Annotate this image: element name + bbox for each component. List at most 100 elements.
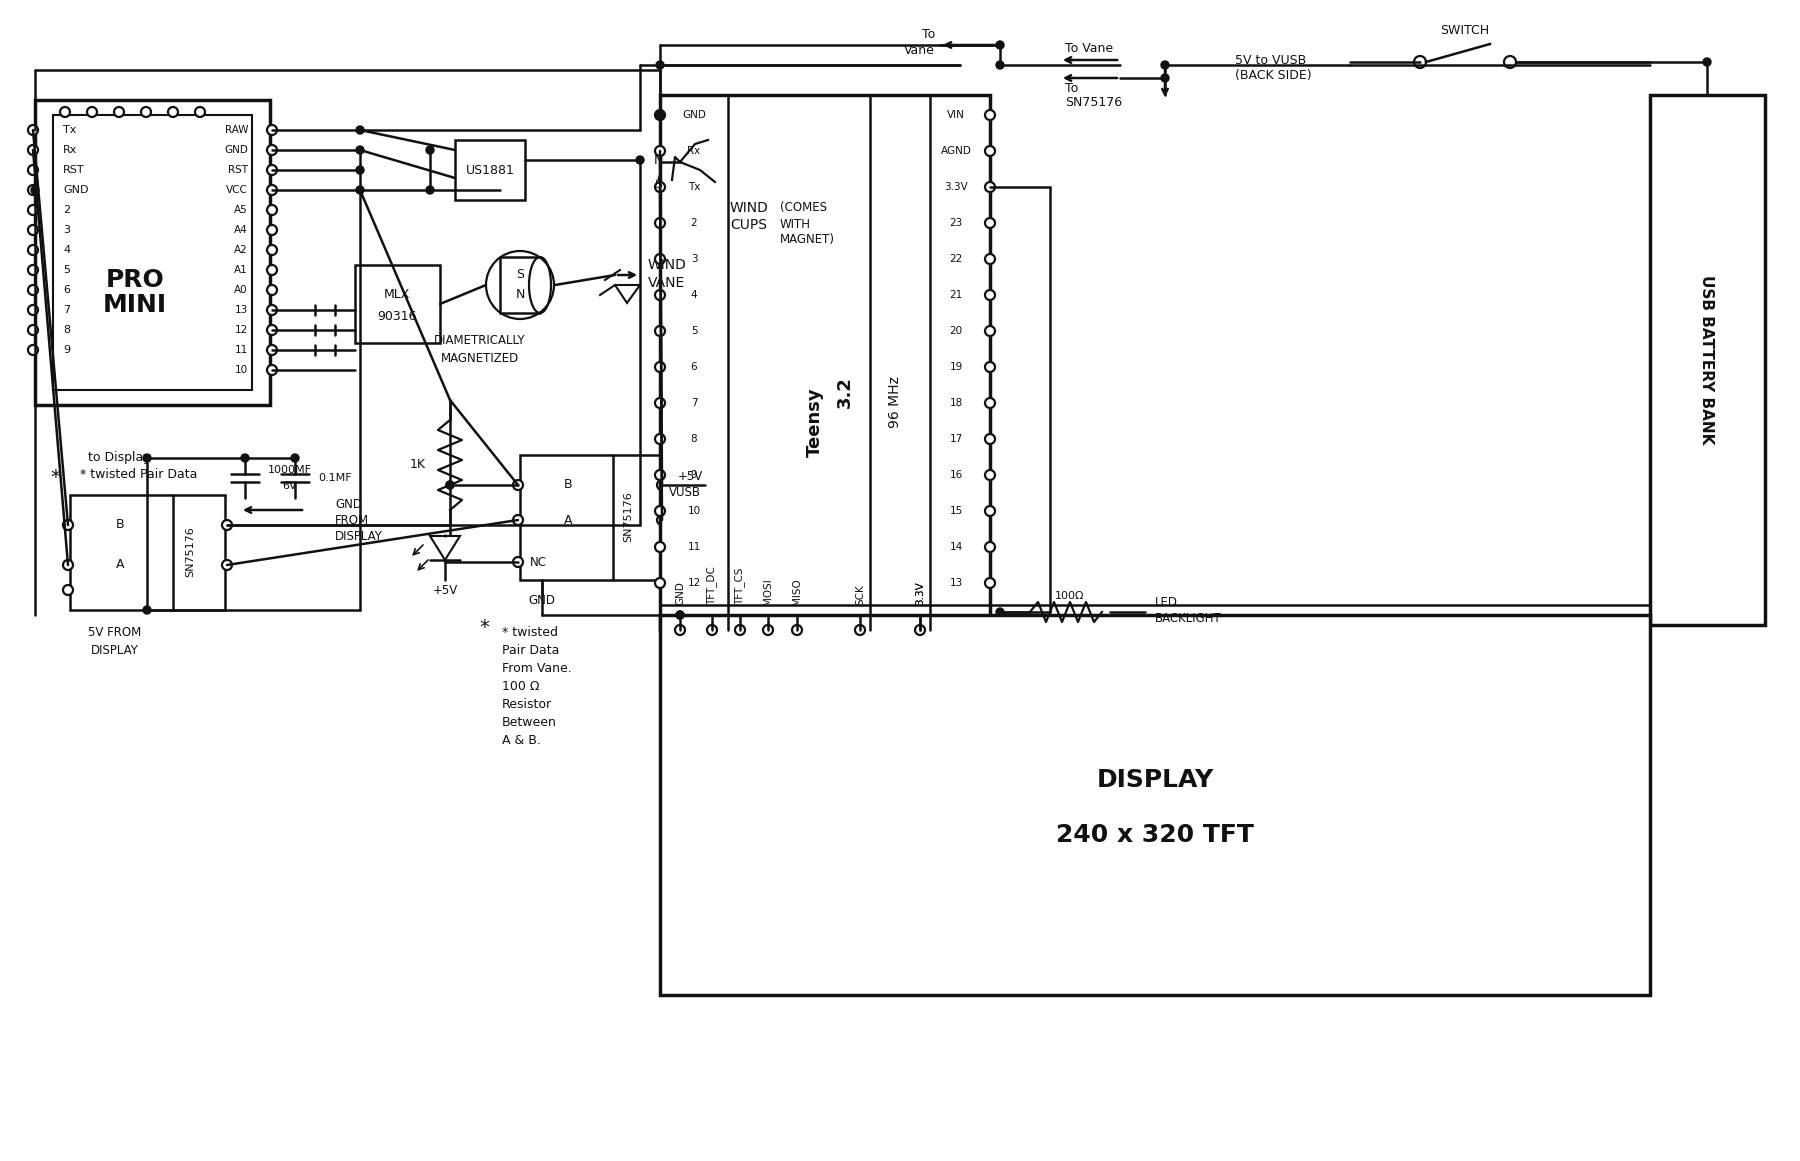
- Circle shape: [241, 454, 248, 462]
- Text: 4: 4: [691, 290, 697, 300]
- Circle shape: [1703, 58, 1712, 66]
- Text: CUPS: CUPS: [731, 218, 767, 232]
- Text: To: To: [1066, 81, 1078, 94]
- Circle shape: [266, 185, 277, 195]
- Text: 0.1MF: 0.1MF: [319, 473, 351, 483]
- Text: A5: A5: [234, 205, 248, 215]
- Circle shape: [29, 345, 38, 355]
- Text: Pair Data: Pair Data: [502, 643, 560, 656]
- Circle shape: [194, 107, 205, 117]
- Text: S: S: [517, 268, 524, 281]
- Text: TFT_DC: TFT_DC: [707, 567, 718, 605]
- Circle shape: [855, 625, 866, 635]
- Text: 2: 2: [691, 218, 697, 228]
- Text: RST: RST: [229, 165, 248, 175]
- Text: A0: A0: [234, 284, 248, 295]
- Circle shape: [266, 284, 277, 295]
- Circle shape: [677, 611, 684, 619]
- Text: GND: GND: [225, 145, 248, 156]
- Circle shape: [805, 625, 814, 635]
- Circle shape: [446, 481, 454, 489]
- Text: A4: A4: [234, 225, 248, 235]
- Text: 12: 12: [234, 325, 248, 336]
- Text: MAGNETIZED: MAGNETIZED: [441, 352, 518, 365]
- Circle shape: [29, 245, 38, 255]
- Text: 11: 11: [688, 542, 700, 551]
- Text: 13: 13: [949, 578, 963, 587]
- Circle shape: [684, 625, 695, 635]
- Text: 5V FROM: 5V FROM: [88, 626, 142, 639]
- Circle shape: [985, 578, 995, 587]
- Text: GND: GND: [63, 185, 88, 195]
- Circle shape: [655, 434, 664, 444]
- Text: 23: 23: [949, 218, 963, 228]
- Circle shape: [292, 454, 299, 462]
- Circle shape: [31, 186, 40, 194]
- Circle shape: [995, 62, 1004, 68]
- Circle shape: [635, 156, 644, 164]
- Circle shape: [142, 606, 151, 614]
- Text: WIND: WIND: [648, 258, 688, 272]
- Circle shape: [985, 362, 995, 372]
- Circle shape: [655, 218, 664, 228]
- Circle shape: [221, 560, 232, 570]
- Text: Rx: Rx: [688, 146, 700, 156]
- Bar: [455, 140, 526, 200]
- Text: to Display: to Display: [79, 450, 151, 463]
- Circle shape: [702, 170, 727, 195]
- Circle shape: [733, 625, 742, 635]
- Circle shape: [59, 107, 70, 117]
- Bar: [1651, 95, 1766, 625]
- Text: US1881: US1881: [466, 164, 515, 176]
- Text: 9: 9: [691, 470, 697, 479]
- Text: 6V: 6V: [283, 481, 297, 491]
- Circle shape: [914, 625, 925, 635]
- Text: SN75176: SN75176: [1066, 96, 1121, 109]
- Circle shape: [1415, 56, 1426, 68]
- Circle shape: [140, 107, 151, 117]
- Circle shape: [655, 362, 664, 372]
- Text: N: N: [653, 153, 662, 166]
- Text: 8: 8: [691, 434, 697, 444]
- Text: 100 Ω: 100 Ω: [502, 679, 540, 692]
- Text: +5V: +5V: [677, 470, 702, 483]
- Text: DIAMETRICALLY: DIAMETRICALLY: [434, 333, 526, 346]
- Text: 4: 4: [63, 245, 70, 255]
- Circle shape: [655, 146, 664, 156]
- Text: A & B.: A & B.: [502, 734, 540, 747]
- Circle shape: [655, 578, 664, 587]
- Circle shape: [985, 434, 995, 444]
- Text: 13: 13: [234, 305, 248, 315]
- Text: 3.3V: 3.3V: [914, 582, 925, 605]
- Text: LED: LED: [1156, 596, 1177, 608]
- Text: *: *: [479, 619, 490, 637]
- Circle shape: [657, 515, 668, 525]
- Text: Teensy: Teensy: [806, 387, 824, 456]
- Text: VUSB: VUSB: [670, 486, 700, 499]
- Circle shape: [877, 625, 886, 635]
- Circle shape: [266, 245, 277, 255]
- Circle shape: [985, 326, 995, 336]
- Text: GND: GND: [682, 110, 706, 120]
- Circle shape: [655, 506, 664, 515]
- Text: Between: Between: [502, 715, 556, 728]
- Circle shape: [661, 625, 670, 635]
- Circle shape: [851, 625, 862, 635]
- Text: (BACK SIDE): (BACK SIDE): [1235, 70, 1312, 82]
- Circle shape: [29, 284, 38, 295]
- Circle shape: [707, 625, 716, 635]
- Text: N: N: [515, 288, 524, 302]
- Circle shape: [113, 107, 124, 117]
- Text: 3.3V: 3.3V: [945, 182, 968, 192]
- Circle shape: [675, 625, 686, 635]
- Text: B: B: [115, 519, 124, 532]
- Circle shape: [29, 145, 38, 156]
- Text: 16: 16: [949, 470, 963, 479]
- Text: MISO: MISO: [792, 578, 803, 605]
- Circle shape: [63, 585, 74, 594]
- Text: 7: 7: [63, 305, 70, 315]
- Circle shape: [763, 625, 772, 635]
- Text: MOSI: MOSI: [763, 578, 772, 605]
- Circle shape: [779, 625, 790, 635]
- Text: AGND: AGND: [941, 146, 972, 156]
